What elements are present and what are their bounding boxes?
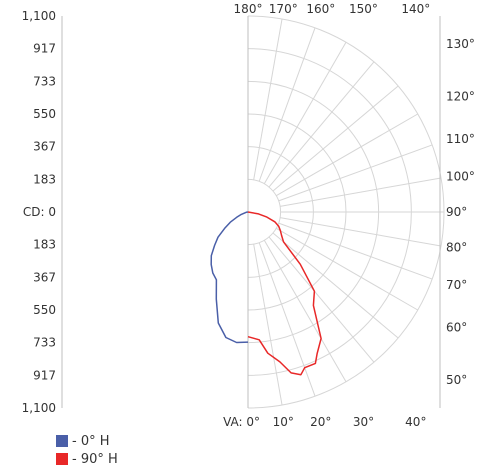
angle-bottom-0: VA: 0° xyxy=(223,415,260,429)
cd-tick-top-1: 917 xyxy=(33,42,56,56)
angle-right-8: 50° xyxy=(446,373,467,387)
grid-spoke-100 xyxy=(280,177,442,207)
grid-spoke-120 xyxy=(275,113,418,197)
cd-tick-top-5: 183 xyxy=(33,172,56,186)
angle-right-0: 130° xyxy=(446,37,475,51)
angle-bottom-1: 10° xyxy=(273,415,294,429)
angle-bottom-2: 20° xyxy=(310,415,331,429)
grid-spoke-10 xyxy=(253,244,283,406)
grid-spoke-80 xyxy=(280,217,442,247)
polar-grid xyxy=(247,15,445,409)
series-line-90h xyxy=(247,211,322,376)
grid-spoke-40 xyxy=(268,236,375,363)
angle-bottom-3: 30° xyxy=(353,415,374,429)
cd-tick-bottom-1: 367 xyxy=(33,270,56,284)
cd-tick-top-2: 733 xyxy=(33,74,56,88)
legend-label-90h: - 90° H xyxy=(72,451,118,467)
grid-spoke-140 xyxy=(268,61,375,188)
grid-spoke-150 xyxy=(263,42,347,185)
angle-right-4: 90° xyxy=(446,205,467,219)
grid-spoke-110 xyxy=(278,144,433,202)
grid-ring-0 xyxy=(247,178,281,246)
legend: - 0° H - 90° H xyxy=(56,432,118,468)
legend-item-0h: - 0° H xyxy=(56,432,118,450)
angle-top-3: 150° xyxy=(349,2,378,16)
grid-spoke-50 xyxy=(272,232,399,339)
grid-spoke-70 xyxy=(278,222,433,280)
cd-tick-bottom-5: 1,100 xyxy=(22,401,56,415)
angle-right-5: 80° xyxy=(446,240,467,254)
series-line-0h xyxy=(210,211,249,344)
cd-tick-bottom-3: 733 xyxy=(33,336,56,350)
grid-spoke-130 xyxy=(272,85,399,192)
cd-tick-center: CD: 0 xyxy=(23,205,56,219)
angle-top-1: 170° xyxy=(269,2,298,16)
grid-spoke-170 xyxy=(253,18,283,180)
cd-tick-top-3: 550 xyxy=(33,107,56,121)
angle-right-6: 70° xyxy=(446,278,467,292)
angle-right-7: 60° xyxy=(446,320,467,334)
angle-right-3: 100° xyxy=(446,170,475,184)
angle-right-2: 110° xyxy=(446,132,475,146)
tick-labels: 1,100 917 733 550 367 183 CD: 0 183 367 550 733 917… xyxy=(22,2,475,429)
polar-chart: 1,100 917 733 550 367 183 CD: 0 183 367 550 733 917… xyxy=(22,2,475,429)
angle-top-0: 180° xyxy=(234,2,263,16)
cd-tick-top-4: 367 xyxy=(33,140,56,154)
legend-item-90h: - 90° H xyxy=(56,450,118,468)
angle-right-1: 120° xyxy=(446,90,475,104)
legend-label-0h: - 0° H xyxy=(72,433,110,449)
series-lines xyxy=(210,211,322,376)
grid-spoke-30 xyxy=(263,239,347,382)
legend-swatch-90h xyxy=(56,453,68,465)
legend-swatch-0h xyxy=(56,435,68,447)
grid-spoke-60 xyxy=(275,227,418,311)
grid-spoke-20 xyxy=(258,242,316,397)
grid-spoke-160 xyxy=(258,27,316,182)
angle-bottom-4: 40° xyxy=(405,415,426,429)
angle-top-4: 140° xyxy=(401,2,430,16)
angle-top-2: 160° xyxy=(306,2,335,16)
cd-tick-bottom-0: 183 xyxy=(33,238,56,252)
cd-tick-bottom-2: 550 xyxy=(33,303,56,317)
cd-tick-bottom-4: 917 xyxy=(33,368,56,382)
cd-tick-top-0: 1,100 xyxy=(22,9,56,23)
